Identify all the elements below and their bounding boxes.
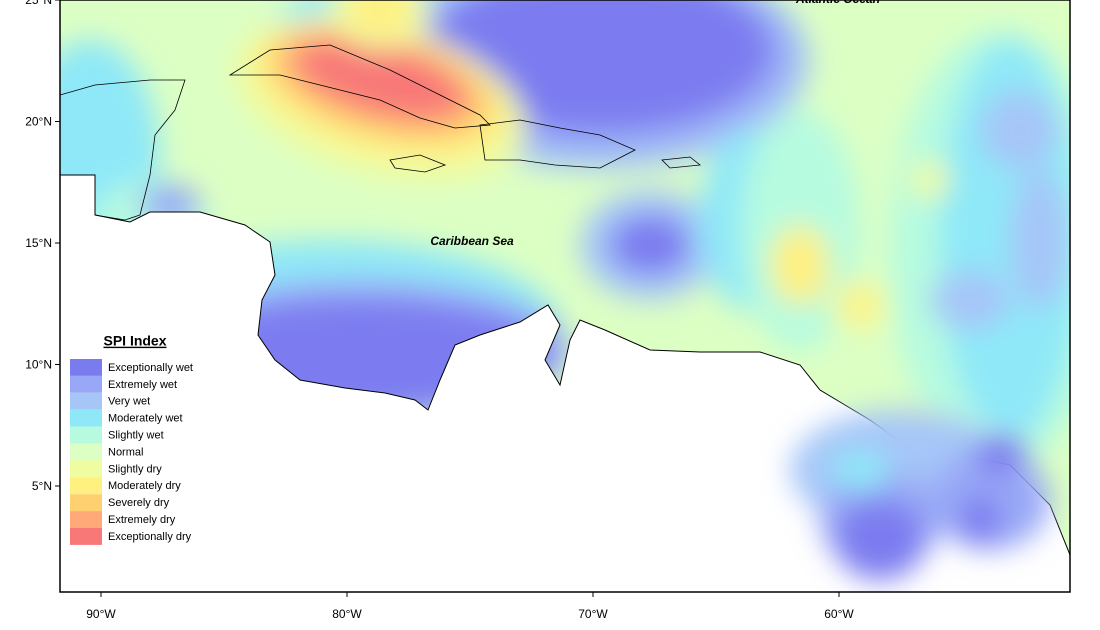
legend-label: Moderately wet: [108, 413, 183, 425]
legend-swatch: [70, 426, 102, 444]
legend-label: Exceptionally wet: [108, 362, 193, 374]
spi-zone: [960, 495, 1000, 545]
spi-zone: [835, 500, 925, 580]
legend-swatch: [70, 359, 102, 376]
legend-swatch: [70, 375, 102, 393]
legend-swatch: [70, 511, 102, 528]
legend-swatch: [70, 528, 102, 545]
spi-zone: [610, 215, 690, 275]
spi-zone: [297, 42, 463, 118]
legend-swatch: [70, 494, 102, 512]
spi-zone: [980, 90, 1060, 170]
spi-zone: [770, 225, 830, 305]
coastlines: [60, 44, 702, 221]
place-label: Caribbean Sea: [430, 234, 514, 248]
spi-zone: [1010, 170, 1070, 310]
legend-swatch: [70, 392, 102, 410]
frame: [59, 0, 1071, 593]
place-label: Atlantic Ocean: [795, 0, 880, 6]
legend-label: Very wet: [108, 396, 150, 408]
spi-zone: [975, 435, 1025, 475]
lon-label: 80°W: [332, 607, 362, 621]
spi-zone: [930, 270, 1010, 330]
spi-zone: [830, 450, 890, 490]
lat-label: 15°N: [25, 236, 52, 250]
legend-label: Slightly dry: [108, 463, 162, 475]
legend-label: Slightly wet: [108, 430, 164, 442]
spi-zone: [842, 287, 878, 323]
legend-label: Normal: [108, 446, 143, 458]
legend-swatch: [70, 477, 102, 495]
legend-label: Moderately dry: [108, 480, 181, 492]
lon-label: 60°W: [824, 607, 854, 621]
legend-swatch: [70, 443, 102, 461]
legend-swatch: [70, 460, 102, 478]
legend-label: Extremely dry: [108, 514, 176, 526]
lat-label: 20°N: [25, 115, 52, 129]
lat-label: 25°N: [25, 0, 52, 7]
legend-label: Severely dry: [108, 497, 170, 509]
legend-label: Exceptionally dry: [108, 531, 192, 543]
spi-zone: [350, 0, 410, 35]
lon-label: 70°W: [578, 607, 608, 621]
legend-title: SPI Index: [103, 333, 166, 349]
spi-field: [60, 0, 1070, 592]
lat-label: 5°N: [32, 479, 52, 493]
legend-label: Extremely wet: [108, 379, 177, 391]
legend-swatch: [70, 409, 102, 427]
spi-zone: [910, 160, 950, 200]
lon-label: 90°W: [86, 607, 116, 621]
lat-label: 10°N: [25, 358, 52, 372]
legend: SPI Index Exceptionally wet Extremely wet…: [70, 333, 193, 545]
